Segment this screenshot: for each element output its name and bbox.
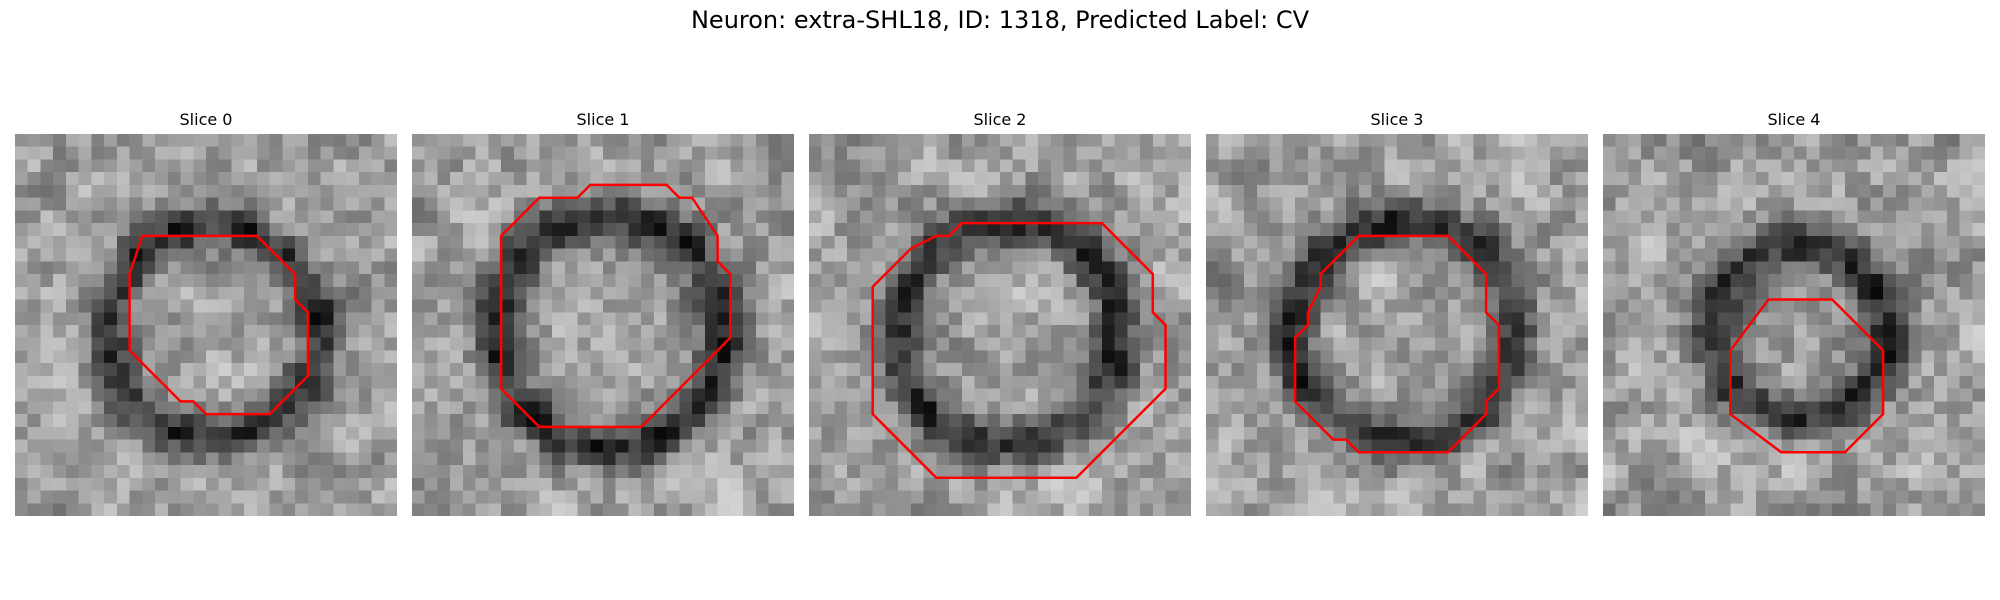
slice-1-title: Slice 1 <box>576 110 630 129</box>
slice-0-image <box>15 134 397 516</box>
slice-3-title: Slice 3 <box>1370 110 1424 129</box>
slice-1-image <box>412 134 794 516</box>
red-contour <box>1729 298 1885 454</box>
slice-0-title: Slice 0 <box>179 110 233 129</box>
slice-4-image <box>1603 134 1985 516</box>
slice-4-title: Slice 4 <box>1767 110 1821 129</box>
slice-3-image <box>1206 134 1588 516</box>
red-contour <box>128 234 310 416</box>
red-contour <box>499 183 732 429</box>
slice-2-image <box>809 134 1191 516</box>
red-contour <box>1293 234 1501 454</box>
slice-2-title: Slice 2 <box>973 110 1027 129</box>
red-contour <box>871 221 1167 480</box>
figure-title: Neuron: extra-SHL18, ID: 1318, Predicted… <box>690 6 1310 34</box>
